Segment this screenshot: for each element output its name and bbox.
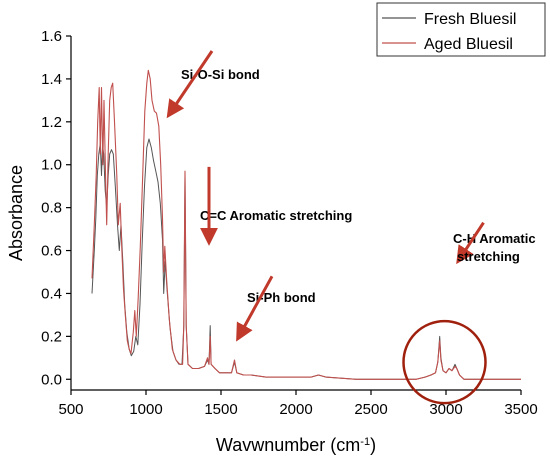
- y-tick-label-0.6: 0.6: [41, 243, 62, 260]
- annotation-label-4: stretching: [457, 249, 520, 264]
- y-tick-label-0.2: 0.2: [41, 328, 62, 345]
- x-tick-label-1000: 1000: [129, 401, 162, 418]
- annotations: Si-O-Si bond C=C Aromatic stretching Si-Ph…: [166, 50, 536, 405]
- y-tick-label-0.4: 0.4: [41, 285, 62, 302]
- x-tick-label-500: 500: [58, 401, 83, 418]
- legend-box: [376, 2, 546, 57]
- annotation-label-2: Si-Ph bond: [247, 290, 316, 305]
- legend: Fresh Bluesil Aged Bluesil: [376, 2, 546, 57]
- y-axis-label: Absorbance: [6, 165, 26, 261]
- annotation-label-0: Si-O-Si bond: [181, 67, 260, 82]
- x-tick-label-1500: 1500: [204, 401, 237, 418]
- annotation-arrow-2: [236, 275, 274, 342]
- y-tick-label-1.4: 1.4: [41, 71, 62, 88]
- annotation-arrow-3: [456, 221, 485, 265]
- y-tick-label-1.6: 1.6: [41, 28, 62, 45]
- y-tick-label-0: 0.0: [41, 371, 62, 388]
- highlight-circle: [402, 319, 487, 405]
- annotation-label-1: C=C Aromatic stretching: [200, 208, 352, 223]
- axes: 500 1000 1500 2000 2500 3000 3500 0.0 0.2 0.4 0.6 0…: [6, 28, 538, 455]
- annotation-label-3: C-H Aromatic: [453, 231, 536, 246]
- x-tick-label-2000: 2000: [279, 401, 312, 418]
- x-tick-label-2500: 2500: [354, 401, 387, 418]
- x-tick-label-3000: 3000: [429, 401, 462, 418]
- plot-area: [91, 69, 521, 380]
- annotation-arrow-0: [166, 50, 214, 119]
- legend-label-1: Aged Bluesil: [424, 36, 513, 53]
- x-tick-label-3500: 3500: [504, 401, 537, 418]
- x-axis-label: Wavwnumber (cm-1): [216, 435, 376, 455]
- y-tick-label-1: 1.0: [41, 157, 62, 174]
- legend-label-0: Fresh Bluesil: [424, 11, 516, 28]
- series-line-aged-bluesil: [91, 69, 521, 380]
- y-tick-label-1.2: 1.2: [41, 114, 62, 131]
- y-tick-label-0.8: 0.8: [41, 200, 62, 217]
